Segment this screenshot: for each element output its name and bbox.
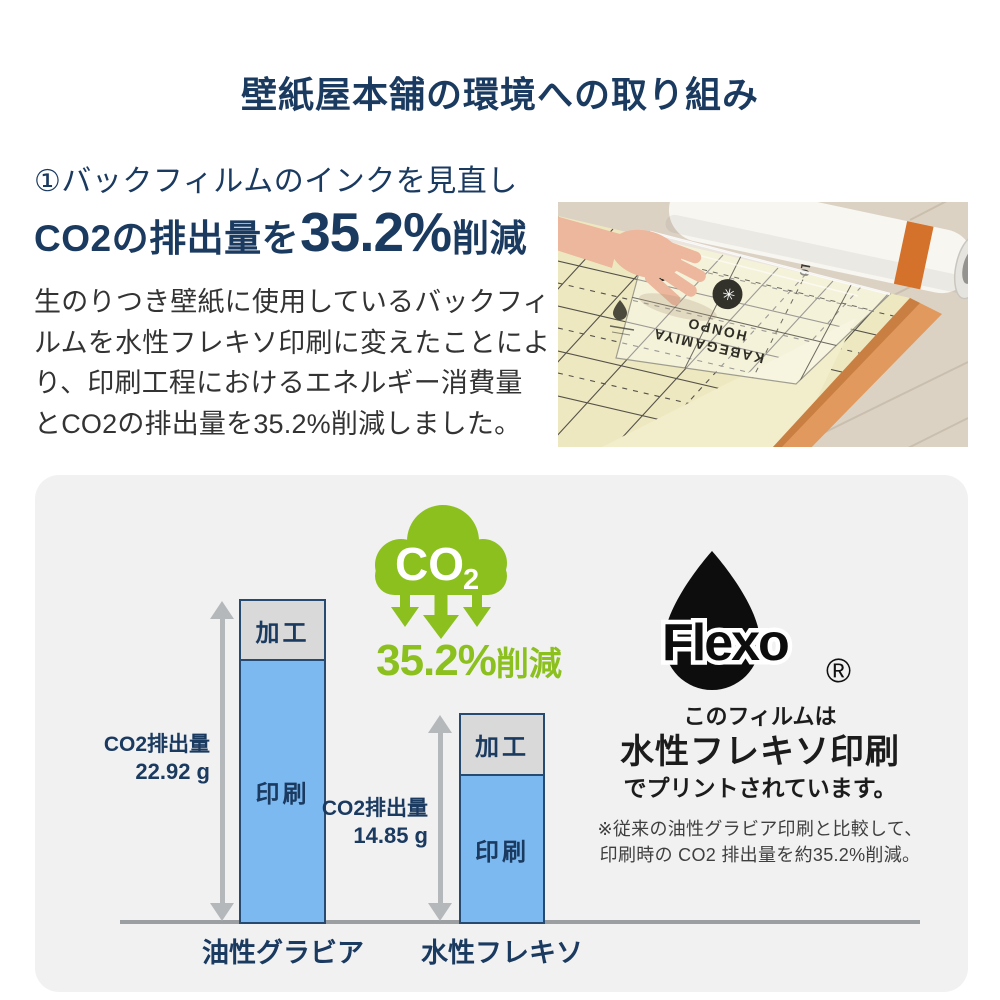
segment-label: 印刷	[475, 838, 529, 866]
bar-segment-printing: 印刷	[241, 661, 324, 922]
reduction-percent: 35.2%	[376, 636, 497, 685]
dimension-arrow-water	[428, 715, 452, 921]
category-label-oil: 油性グラビア	[202, 938, 364, 968]
headline-suffix: 削減	[452, 218, 528, 259]
bar-segment-processing: 加工	[241, 601, 324, 661]
category-label-water: 水性フレキソ	[421, 938, 583, 968]
svg-text:✳: ✳	[721, 283, 738, 303]
comparison-note: ※従来の油性グラビア印刷と比較して、 印刷時の CO2 排出量を約35.2%削減…	[597, 819, 923, 865]
bar-oil-gravure: 加工 印刷	[239, 599, 326, 924]
product-photo-illustration: 10 KABEGAMIYA HONPO ✳ 0	[558, 202, 968, 447]
hand	[558, 216, 717, 321]
caption-line3: でプリントされています。	[623, 775, 897, 801]
segment-label: 加工	[475, 734, 529, 761]
page-title: 壁紙屋本舗の環境への取り組み	[240, 74, 759, 115]
intro-heading: ①バックフィルムのインクを見直し	[34, 165, 518, 198]
co2-icon-label-sub: 2	[463, 564, 479, 596]
reduction-label: 35.2% 削減	[359, 636, 579, 686]
intro-paragraph: 生のりつき壁紙に使用しているバックフィ ルムを水性フレキソ印刷に変えたことによ …	[34, 287, 551, 439]
bar-segment-processing: 加工	[461, 715, 543, 776]
infographic-card: CO 2 35.2% 削減 加工 印刷 加工 印刷 CO2排出量 22.92 g…	[35, 475, 968, 992]
co2-reduction-headline: CO2の排出量を 35.2% 削減	[34, 200, 527, 264]
caption-line2: 水性フレキソ印刷	[620, 733, 900, 771]
segment-label: 印刷	[255, 781, 310, 808]
flexo-logo: Flexo ®	[658, 551, 851, 690]
reduction-suffix: 削減	[495, 645, 562, 682]
bar-segment-printing: 印刷	[461, 776, 543, 922]
flexo-droplet-icon	[664, 551, 760, 690]
headline-percent: 35.2%	[300, 201, 452, 263]
value-amount: 22.92 g	[135, 759, 210, 784]
peeled-area	[602, 318, 856, 447]
bar-water-flexo: 加工 印刷	[459, 713, 545, 924]
value-title: CO2排出量	[321, 797, 428, 820]
value-title: CO2排出量	[103, 733, 210, 756]
co2-cloud-icon: CO 2	[375, 505, 507, 639]
caption-line1: このフィルムは	[683, 704, 837, 729]
value-label-oil: CO2排出量 22.92 g	[45, 731, 210, 786]
wallpaper-roll	[665, 202, 968, 300]
flexo-caption-block: このフィルムは 水性フレキソ印刷 でプリントされています。 ※従来の油性グラビア…	[580, 703, 940, 868]
dimension-arrow-oil	[210, 601, 234, 921]
value-label-water: CO2排出量 14.85 g	[263, 795, 428, 850]
headline-prefix: CO2の排出量を	[34, 218, 300, 259]
registered-mark: ®	[826, 652, 851, 690]
value-amount: 14.85 g	[353, 823, 428, 848]
flexo-brand-text: Flexo	[662, 614, 788, 672]
segment-label: 加工	[255, 619, 310, 647]
co2-icon-label: CO	[395, 538, 464, 590]
